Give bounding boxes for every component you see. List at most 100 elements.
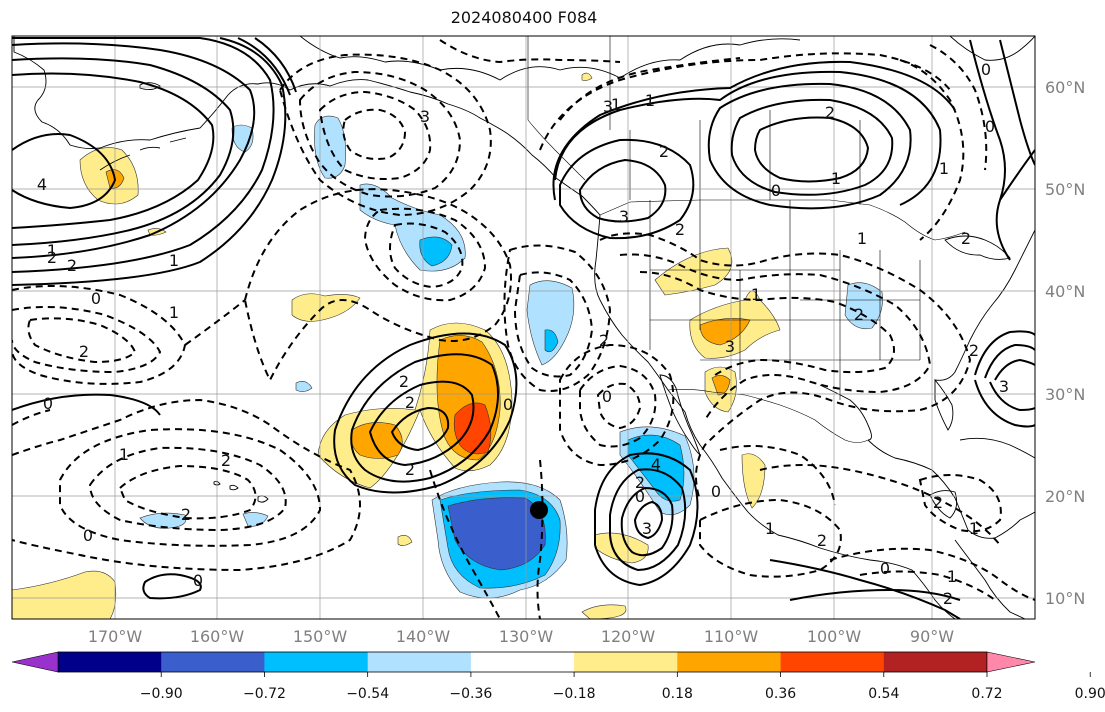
alaska-canada-border [527,36,586,181]
contour-label: 3 [999,377,1009,396]
contour-pacific-high-4 [390,406,450,452]
contour-bc-high-1 [559,138,695,240]
contour-label: 2 [405,393,415,412]
contour-label: 4 [651,455,661,474]
great-lakes [944,235,1011,260]
colorbar-tick-label: 0.72 [971,686,1002,702]
florida [934,378,954,431]
dash-east-1 [899,59,965,241]
dash-mexico-2 [719,445,836,506]
warm-anomaly-west-lobe-mid [350,422,403,459]
contour-label: 0 [602,387,612,406]
colorbar-segment [58,652,162,672]
contour-label: 0 [91,289,101,308]
contour-label: 1 [751,285,761,304]
colorbar-tick-label: −0.90 [140,686,183,702]
lat-label-10n: 10°N [1045,589,1085,608]
contour-east-low-5 [989,381,1035,412]
warm-anomaly-mexico-core [711,375,731,396]
contour-bering-inner [12,133,117,210]
blue-anomaly-east-pacific-core [419,236,453,267]
dash-hawaii-4 [12,398,361,572]
lat-label-20n: 20°N [1045,487,1085,506]
dash-west-pacific-2 [12,305,162,374]
contour-pacific-high-2 [350,353,500,483]
contour-label: 2 [399,372,409,391]
blue-anomaly-offshore [526,280,575,366]
colorbar-right-extend [986,651,1036,673]
dash-canada-2 [559,57,741,121]
contour-label: 0 [985,117,995,136]
north-coast [299,36,801,81]
dash-caribbean [918,474,1002,533]
storm-center-marker [530,501,548,519]
contour-label: 3 [619,207,629,226]
canada-provinces [609,36,861,205]
colorbar-tick-label: −0.54 [346,686,389,702]
contour-bering-1 [12,42,256,259]
dash-hawaii-1 [59,428,322,547]
dash-interior-3 [639,271,895,376]
dash-coast-2 [579,364,657,448]
contour-label: 2 [675,220,685,239]
lon-label-90w: 90°W [910,627,954,646]
warm-anomaly-bering-north [581,72,593,81]
colorbar-segment [677,652,781,672]
dash-alaska-interior [439,39,621,64]
warm-anomaly-four-corners-core [699,318,751,346]
contour-label: 1 [939,159,949,178]
contour-pacific-high-1 [333,332,518,494]
dash-gulf-1 [759,464,1001,546]
contour-label: 1 [947,567,957,586]
dash-west-lower [12,409,51,426]
contour-gulf-1 [769,559,961,619]
lon-label-110w: 110°W [704,627,759,646]
dash-mexico-1 [699,498,842,578]
warm-anomaly-bottom-mid [581,604,627,619]
contour-label: 2 [933,493,943,512]
colorbar-tick-label: −0.18 [553,686,596,702]
contour-small-low [142,573,202,600]
yucatan [929,490,958,519]
contour-bering-2 [12,57,235,246]
lat-label-60n: 60°N [1045,78,1085,97]
colorbar-tick-label: −0.36 [449,686,492,702]
contour-label: 2 [47,248,57,267]
contour-east-low-3 [994,358,1035,381]
contour-label: 0 [771,181,781,200]
contour-bering-3 [12,72,215,229]
warm-anomaly-sw-corner [12,570,117,619]
contour-label: 2 [221,451,231,470]
lon-label-150w: 150°W [293,627,348,646]
gridlines [12,36,1035,619]
contour-east-low-2 [984,343,1035,379]
contour-label: 0 [193,571,203,590]
dash-se-pacific-2 [536,459,544,619]
colorbar-segment [574,652,678,672]
contour-bering-6 [237,37,291,96]
contour-label: 0 [43,394,53,413]
contour-bering-5 [12,37,287,286]
map-panel [12,36,1035,619]
dash-offshore-1 [503,244,612,392]
contour-label: 2 [969,341,979,360]
dash-se-pacific-1 [429,469,501,619]
dash-west-pacific-1 [12,285,187,385]
hawaii-3 [213,480,221,486]
positive-contours [12,37,1035,619]
dash-gulf-alaska-4 [342,108,407,160]
cuba [959,437,1035,459]
contour-east-low-1 [974,330,1035,376]
contour-label: 1 [169,251,179,270]
contour-label: 2 [943,589,953,608]
colorbar: −0.90 −0.72 −0.54 −0.36 −0.18 0.18 0.36 0.54 0.7… [11,651,1105,702]
contour-label: 1 [857,229,867,248]
contour-west-pacific [12,393,161,416]
contour-label: 2 [79,342,89,361]
east-coast [934,229,1035,381]
contour-canada-high-2 [730,98,894,196]
lon-label-160w: 160°W [190,627,245,646]
contour-gulf-2 [789,588,961,601]
colorbar-tick-label: −0.72 [243,686,286,702]
latitude-axis: 60°N 50°N 40°N 30°N 20°N 10°N [1045,78,1085,608]
